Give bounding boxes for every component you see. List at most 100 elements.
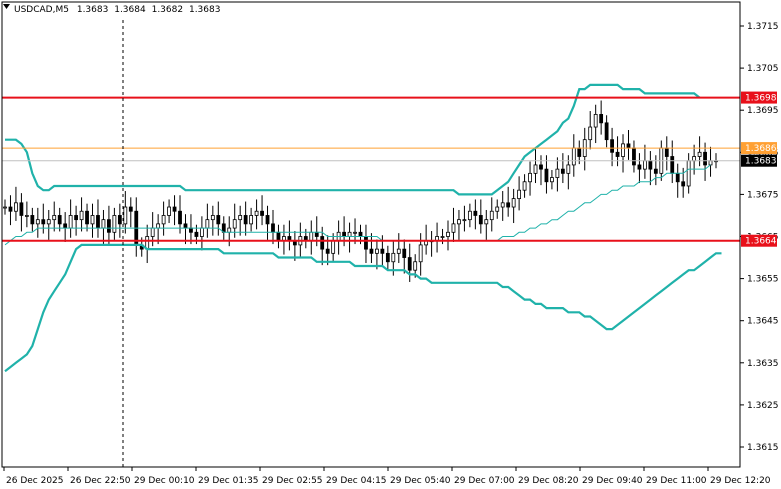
x-tick-label: 29 Dec 11:00 bbox=[646, 476, 707, 486]
candle-body bbox=[14, 202, 18, 212]
candle-body bbox=[686, 160, 691, 187]
candle-body bbox=[413, 261, 418, 271]
level-tag-1.3686-label: 1.3686 bbox=[745, 144, 777, 154]
x-tick-label: 29 Dec 04:15 bbox=[326, 476, 387, 486]
time-axis: 26 Dec 2025 26 Dec 22:50 29 Dec 00:10 29 De… bbox=[3, 467, 771, 486]
level-tag-1.3664-box bbox=[741, 234, 777, 247]
ohlc-open: 1.3683 bbox=[77, 5, 109, 15]
candle-body bbox=[473, 210, 478, 216]
price-tags-layer: 1.3698 1.3664 1.3686 1.3683 bbox=[741, 91, 777, 247]
level-tag-1.3686-box bbox=[741, 142, 777, 155]
candle-body bbox=[571, 147, 576, 166]
candle-body bbox=[68, 215, 73, 229]
candle-body bbox=[364, 236, 368, 250]
current-price-tag-box bbox=[741, 154, 777, 167]
candle-body bbox=[626, 143, 631, 149]
symbol-timeframe: USDCAD,M5 bbox=[14, 5, 69, 15]
candle-body bbox=[52, 215, 57, 221]
candle-body bbox=[150, 227, 155, 237]
candle-body bbox=[391, 252, 396, 263]
candle-body bbox=[205, 219, 210, 229]
candle-body bbox=[593, 114, 598, 128]
current-price-tag-label: 1.3683 bbox=[745, 157, 777, 167]
candle-body bbox=[484, 219, 489, 225]
candle-body bbox=[446, 231, 450, 237]
x-tick-label: 26 Dec 22:50 bbox=[70, 476, 131, 486]
candle-body bbox=[402, 248, 407, 258]
candle-body bbox=[632, 147, 636, 166]
candle-body bbox=[107, 219, 111, 233]
candle-body bbox=[675, 172, 680, 183]
candle-body bbox=[555, 168, 560, 178]
candle-body bbox=[522, 181, 527, 191]
candle-body bbox=[8, 206, 13, 212]
candle-body bbox=[325, 248, 330, 254]
candle-body bbox=[560, 168, 565, 174]
candle-body bbox=[681, 181, 686, 187]
candle-body bbox=[309, 231, 314, 242]
candle-body bbox=[347, 231, 352, 237]
candle-body bbox=[451, 223, 456, 233]
candle-body bbox=[178, 210, 182, 225]
candle-body bbox=[331, 240, 336, 254]
candle-body bbox=[544, 168, 549, 183]
candle-body bbox=[128, 206, 133, 212]
x-tick-label: 29 Dec 01:35 bbox=[198, 476, 259, 486]
x-tick-label: 26 Dec 2025 bbox=[6, 476, 64, 486]
candle-body bbox=[271, 223, 275, 233]
bollinger-bands-layer bbox=[4, 83, 722, 373]
candle-body bbox=[457, 219, 461, 225]
candles-layer bbox=[3, 100, 718, 282]
candle-body bbox=[41, 219, 46, 225]
candle-body bbox=[63, 223, 68, 229]
candle-body bbox=[210, 215, 215, 221]
candle-body bbox=[353, 231, 357, 234]
ohlc-low: 1.3682 bbox=[152, 5, 184, 15]
candle-body bbox=[440, 236, 445, 238]
candle-body bbox=[254, 210, 259, 216]
candle-body bbox=[123, 206, 128, 225]
candle-body bbox=[167, 206, 171, 216]
candle-body bbox=[161, 215, 166, 225]
dropdown-triangle-icon[interactable] bbox=[3, 4, 10, 9]
y-tick-label: 1.3705 bbox=[747, 64, 779, 74]
candle-body bbox=[643, 160, 647, 170]
candle-body bbox=[653, 168, 658, 174]
x-tick-label: 29 Dec 09:40 bbox=[582, 476, 643, 486]
level-tag-1.3664-label: 1.3664 bbox=[745, 237, 777, 247]
candle-body bbox=[265, 215, 270, 225]
ohlc-close: 1.3683 bbox=[189, 5, 221, 15]
candle-body bbox=[369, 248, 374, 254]
bollinger-lower-band bbox=[4, 243, 722, 373]
candle-body bbox=[276, 231, 281, 242]
bollinger-middle-band bbox=[4, 164, 711, 246]
ohlc-high: 1.3684 bbox=[114, 5, 146, 15]
candle-body bbox=[249, 215, 254, 225]
candle-body bbox=[533, 164, 538, 174]
candle-body bbox=[599, 114, 604, 124]
candle-body bbox=[243, 215, 248, 225]
candle-body bbox=[227, 227, 232, 233]
y-tick-label: 1.3625 bbox=[747, 401, 779, 411]
candle-body bbox=[577, 147, 582, 157]
candle-body bbox=[232, 219, 237, 229]
level-lines-layer bbox=[2, 96, 740, 242]
candle-body bbox=[604, 122, 609, 141]
candle-body bbox=[621, 143, 625, 157]
candle-body bbox=[500, 202, 505, 208]
plot-frame bbox=[1, 1, 741, 468]
level-tag-1.3698-label: 1.3698 bbox=[745, 94, 777, 104]
candle-body bbox=[697, 151, 702, 157]
candle-body bbox=[506, 202, 511, 208]
candle-body bbox=[396, 248, 401, 254]
x-tick-label: 29 Dec 02:55 bbox=[262, 476, 323, 486]
candle-body bbox=[35, 219, 40, 225]
candle-body bbox=[637, 164, 642, 170]
y-tick-label: 1.3635 bbox=[747, 359, 779, 369]
candle-body bbox=[489, 210, 494, 221]
y-tick-label: 1.3645 bbox=[747, 317, 779, 327]
candle-body bbox=[418, 244, 423, 263]
candle-body bbox=[46, 219, 51, 225]
candle-body bbox=[238, 215, 243, 221]
